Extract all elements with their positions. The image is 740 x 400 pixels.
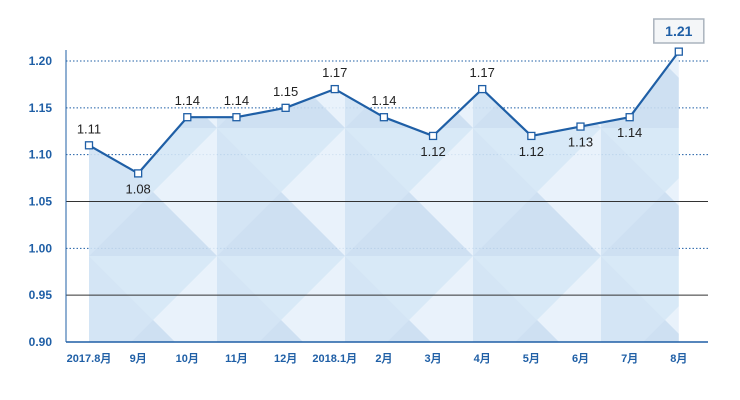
x-tick-label: 2月	[375, 352, 392, 365]
x-tick-label: 10月	[176, 352, 199, 365]
data-point	[625, 113, 634, 122]
data-point	[232, 113, 241, 122]
data-label: 1.14	[617, 125, 642, 140]
x-tick-label: 11月	[225, 352, 248, 365]
data-label: 1.21	[665, 23, 692, 39]
data-point	[133, 169, 143, 178]
y-tick-label: 1.15	[29, 101, 53, 115]
x-tick-label: 7月	[621, 352, 638, 365]
y-tick-label: 1.10	[29, 148, 53, 162]
data-label: 1.13	[568, 135, 593, 150]
data-point	[281, 103, 290, 112]
y-tick-label: 0.90	[29, 335, 53, 349]
axes	[65, 50, 708, 343]
data-point	[478, 84, 487, 94]
x-tick-label: 9月	[130, 352, 147, 365]
data-label: 1.08	[125, 181, 150, 196]
area-fill	[89, 51, 679, 342]
data-label: 1.12	[420, 144, 445, 159]
x-tick-label: 4月	[474, 352, 491, 365]
x-axis-ticks: 2017.8月 9月 10月 11月 12月 2018.1月 2月 3月 4月 5月 6月 7月 8月	[67, 352, 688, 365]
data-point	[527, 131, 536, 141]
data-label: 1.15	[273, 84, 298, 99]
data-point	[379, 113, 389, 122]
area-region	[89, 51, 679, 342]
data-label: 1.12	[519, 144, 544, 159]
y-tick-label: 0.95	[29, 288, 53, 302]
data-label: 1.17	[470, 65, 495, 80]
data-label: 1.14	[224, 93, 249, 108]
data-point	[84, 141, 94, 150]
x-tick-label: 2018.1月	[312, 352, 357, 365]
x-tick-label: 2017.8月	[67, 352, 112, 365]
data-point	[330, 84, 339, 94]
data-point	[674, 47, 683, 56]
x-tick-label: 6月	[572, 352, 589, 365]
x-tick-label: 5月	[523, 352, 540, 365]
data-point	[576, 122, 585, 131]
data-label: 1.17	[322, 65, 347, 80]
data-label: 1.14	[175, 93, 200, 108]
data-labels: 1.11 1.08 1.14 1.14 1.15 1.17 1.14 1.12 1.17 1.12…	[77, 18, 705, 196]
data-point	[183, 113, 192, 122]
y-tick-label: 1.20	[29, 54, 53, 68]
data-label: 1.11	[77, 121, 101, 136]
x-tick-label: 3月	[424, 352, 441, 365]
y-tick-label: 1.05	[29, 195, 53, 209]
highlight-label-box	[653, 18, 705, 44]
data-point	[428, 131, 438, 141]
x-tick-label: 12月	[274, 352, 297, 365]
x-tick-label: 8月	[670, 352, 687, 365]
y-axis-ticks: 0.90 0.95 1.00 1.05 1.10 1.15 1.20	[29, 54, 53, 349]
y-tick-label: 1.00	[29, 241, 53, 255]
data-markers	[84, 47, 683, 178]
data-label: 1.14	[371, 93, 396, 108]
